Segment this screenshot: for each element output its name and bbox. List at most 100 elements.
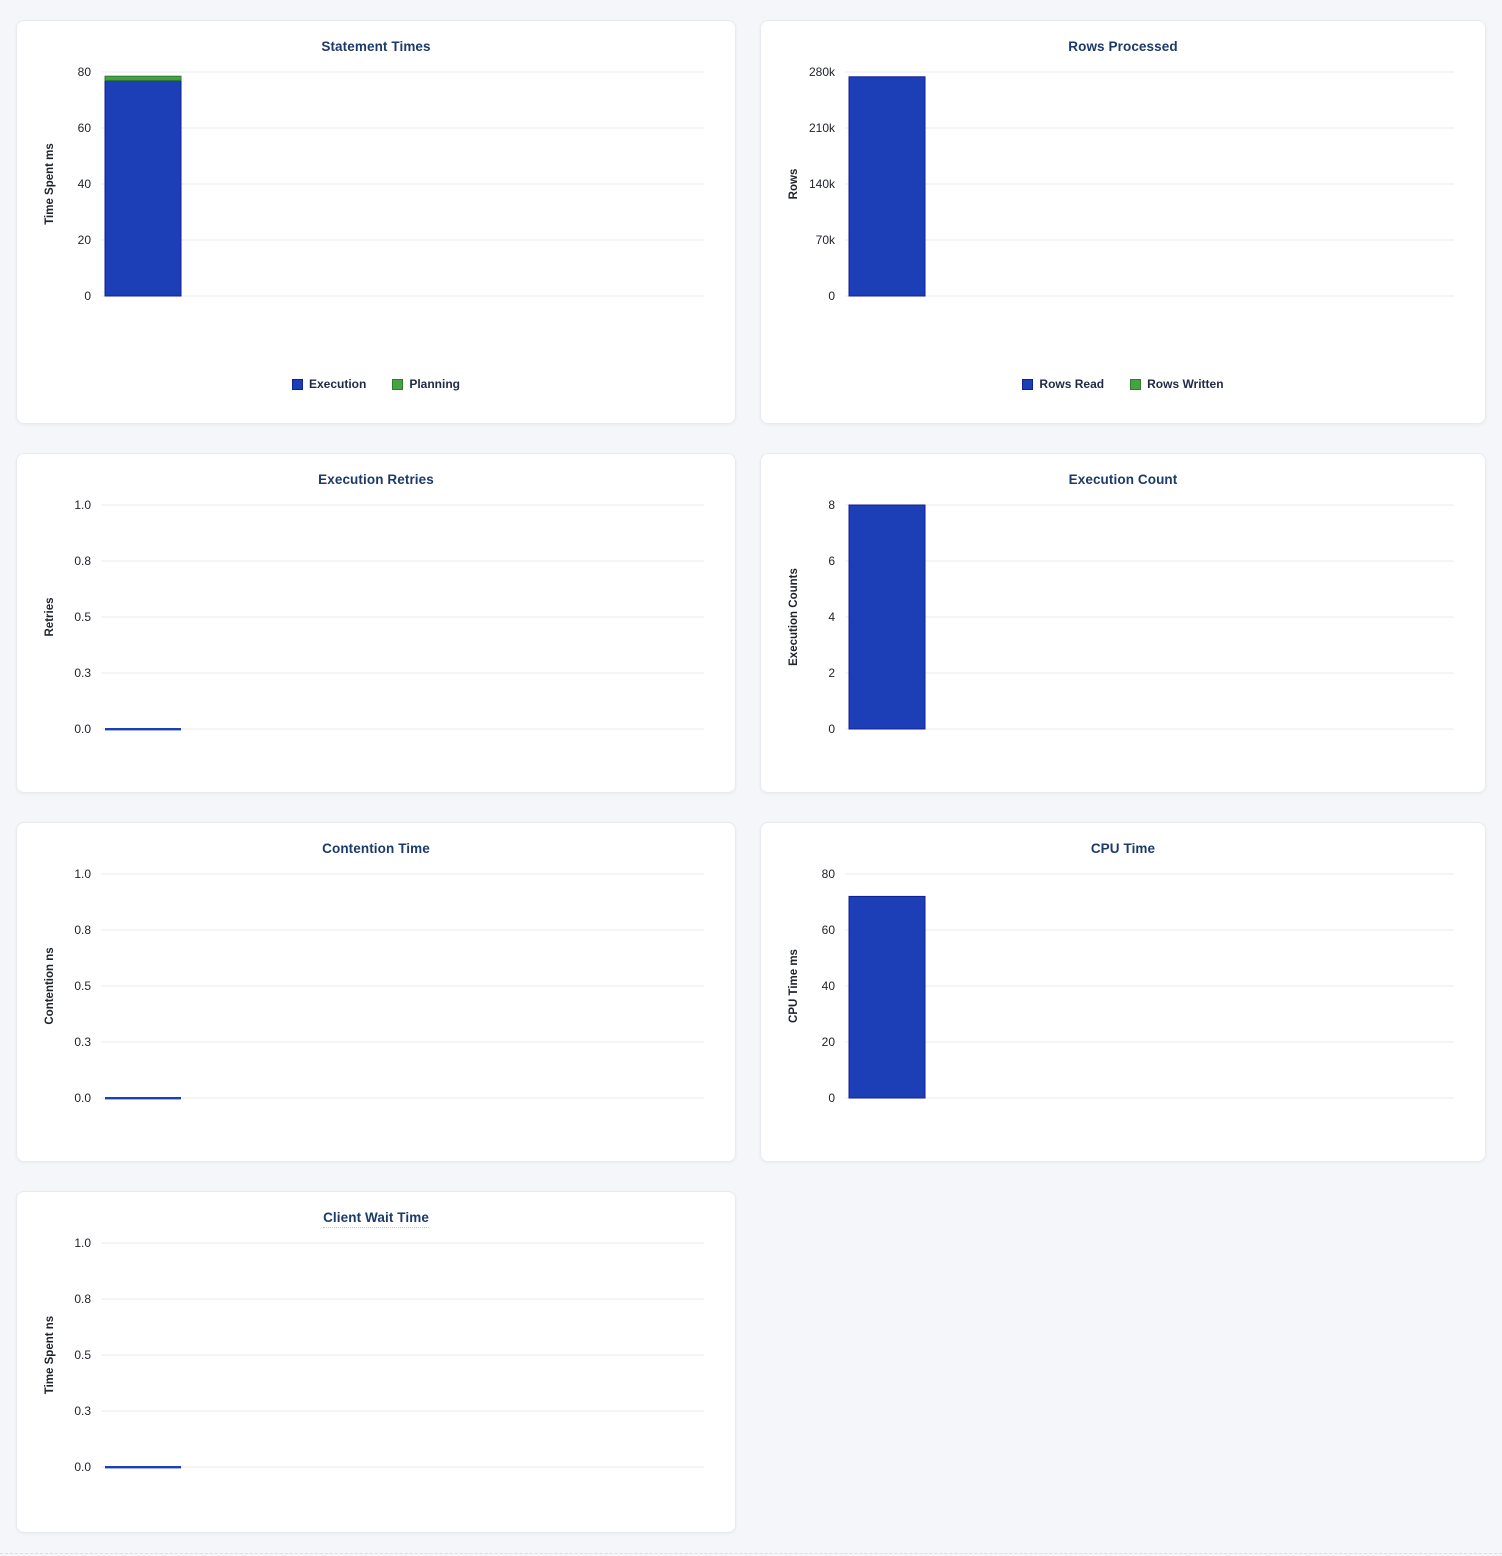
y-tick-label: 8 bbox=[828, 498, 835, 512]
y-tick-label: 1.0 bbox=[74, 867, 91, 881]
legend-item-planning[interactable]: Planning bbox=[392, 377, 460, 391]
y-tick-label: 6 bbox=[828, 554, 835, 568]
chart-title-text: Execution Retries bbox=[318, 472, 434, 487]
y-tick-label: 40 bbox=[822, 979, 836, 993]
chart-card-client-wait-time: Client Wait Time 0.0 0.3 0.5 0.8 1.0 Time Spe… bbox=[16, 1191, 736, 1533]
legend-item-rows-written[interactable]: Rows Written bbox=[1130, 377, 1224, 391]
statement-times-plot: 0 20 40 60 80 Time Spent ms bbox=[17, 21, 735, 423]
y-tick-label: 0 bbox=[84, 289, 91, 303]
y-tick-label: 80 bbox=[822, 867, 836, 881]
chart-title-text-tooltip[interactable]: Client Wait Time bbox=[323, 1210, 429, 1228]
chart-title: CPU Time bbox=[761, 840, 1485, 858]
legend-label: Execution bbox=[308, 377, 367, 391]
legend-label: Rows Read bbox=[1039, 377, 1105, 391]
y-tick-label: 0.3 bbox=[74, 666, 91, 680]
y-axis-label: Time Spent ns bbox=[44, 1316, 56, 1394]
y-tick-label: 0 bbox=[828, 289, 835, 303]
bar-planning bbox=[104, 75, 182, 81]
execution-retries-plot: 0.0 0.3 0.5 0.8 1.0 Retries bbox=[17, 454, 735, 792]
y-axis-label: Retries bbox=[44, 598, 56, 637]
client-wait-time-plot: 0.0 0.3 0.5 0.8 1.0 Time Spent ns bbox=[17, 1192, 735, 1532]
y-tick-label: 0.0 bbox=[74, 1460, 91, 1474]
cpu-time-plot: 0 20 40 60 80 CPU Time ms bbox=[761, 823, 1485, 1161]
y-tick-label: 0.8 bbox=[74, 923, 91, 937]
chart-title-text: CPU Time bbox=[1090, 841, 1156, 856]
y-tick-label: 0.3 bbox=[74, 1035, 91, 1049]
y-tick-label: 0.0 bbox=[74, 722, 91, 736]
y-tick-label: 1.0 bbox=[74, 1236, 91, 1250]
y-tick-label: 0.3 bbox=[74, 1404, 91, 1418]
y-tick-label: 280k bbox=[809, 65, 836, 79]
y-tick-label: 0.5 bbox=[74, 1348, 91, 1362]
y-tick-label: 210k bbox=[809, 121, 836, 135]
section-divider bbox=[0, 1553, 1502, 1554]
chart-title: Execution Retries bbox=[17, 471, 735, 489]
legend-label: Rows Written bbox=[1147, 377, 1224, 391]
chart-canvas: 0.0 0.3 0.5 0.8 1.0 Contention ns bbox=[44, 867, 704, 1105]
legend-item-execution[interactable]: Execution bbox=[291, 377, 367, 391]
chart-canvas: 0 70k 140k 210k 280k Rows bbox=[788, 65, 1454, 303]
y-axis-label: Rows bbox=[788, 169, 800, 200]
chart-title-text: Rows Processed bbox=[1068, 39, 1178, 54]
y-tick-label: 2 bbox=[828, 666, 835, 680]
y-axis-label: Execution Counts bbox=[788, 568, 800, 666]
rows-processed-plot: 0 70k 140k 210k 280k Rows bbox=[761, 21, 1485, 423]
chart-canvas: 0 20 40 60 80 CPU Time ms bbox=[788, 867, 1454, 1105]
chart-card-contention-time: Contention Time 0.0 0.3 0.5 0.8 1.0 Contentio… bbox=[16, 822, 736, 1162]
y-tick-label: 1.0 bbox=[74, 498, 91, 512]
bar-cpu-time bbox=[848, 895, 926, 1099]
y-axis-label: CPU Time ms bbox=[788, 949, 800, 1023]
chart-title: Client Wait Time bbox=[17, 1209, 735, 1228]
y-tick-label: 0.8 bbox=[74, 1292, 91, 1306]
zero-value-bar-client-wait bbox=[105, 1466, 181, 1469]
zero-value-bar-contention bbox=[105, 1097, 181, 1100]
y-tick-label: 60 bbox=[822, 923, 836, 937]
legend-label: Planning bbox=[409, 377, 461, 391]
chart-canvas: 0 2 4 6 8 Execution Counts bbox=[788, 498, 1454, 736]
legend-swatch bbox=[291, 378, 303, 390]
chart-title-text: Statement Times bbox=[321, 39, 431, 54]
legend-swatch bbox=[392, 378, 404, 390]
chart-legend: Execution Planning bbox=[17, 377, 735, 391]
chart-title-text: Execution Count bbox=[1068, 472, 1178, 487]
y-tick-label: 40 bbox=[78, 177, 92, 191]
chart-title: Contention Time bbox=[17, 840, 735, 858]
legend-item-rows-read[interactable]: Rows Read bbox=[1022, 377, 1104, 391]
chart-card-execution-retries: Execution Retries 0.0 0.3 0.5 0.8 1.0 Retries bbox=[16, 453, 736, 793]
chart-title: Execution Count bbox=[761, 471, 1485, 489]
y-tick-label: 60 bbox=[78, 121, 92, 135]
execution-count-plot: 0 2 4 6 8 Execution Counts bbox=[761, 454, 1485, 792]
y-tick-label: 0 bbox=[828, 722, 835, 736]
y-tick-label: 20 bbox=[822, 1035, 836, 1049]
y-tick-label: 70k bbox=[816, 233, 836, 247]
y-tick-label: 0.8 bbox=[74, 554, 91, 568]
y-axis-label: Contention ns bbox=[44, 947, 56, 1024]
chart-title-text: Contention Time bbox=[322, 841, 430, 856]
y-tick-label: 0.5 bbox=[74, 979, 91, 993]
y-tick-label: 4 bbox=[828, 610, 835, 624]
y-tick-label: 80 bbox=[78, 65, 92, 79]
chart-canvas: 0.0 0.3 0.5 0.8 1.0 Time Spent ns bbox=[44, 1236, 704, 1474]
y-tick-label: 0 bbox=[828, 1091, 835, 1105]
legend-swatch bbox=[1130, 378, 1142, 390]
contention-time-plot: 0.0 0.3 0.5 0.8 1.0 Contention ns bbox=[17, 823, 735, 1161]
zero-value-bar-retries bbox=[105, 728, 181, 731]
chart-canvas: 0.0 0.3 0.5 0.8 1.0 Retries bbox=[44, 498, 704, 736]
chart-title: Rows Processed bbox=[761, 38, 1485, 56]
bar-execution-count bbox=[848, 504, 926, 730]
y-axis-label: Time Spent ms bbox=[44, 143, 56, 225]
y-tick-label: 140k bbox=[809, 177, 836, 191]
chart-card-statement-times: Statement Times 0 20 40 60 80 Time Spent ms E… bbox=[16, 20, 736, 424]
chart-canvas: 0 20 40 60 80 Time Spent ms bbox=[44, 65, 704, 303]
chart-card-execution-count: Execution Count 0 2 4 6 8 Execution Counts bbox=[760, 453, 1486, 793]
bar-rows-read bbox=[848, 76, 926, 297]
y-tick-label: 20 bbox=[78, 233, 92, 247]
chart-card-cpu-time: CPU Time 0 20 40 60 80 CPU Time ms bbox=[760, 822, 1486, 1162]
chart-legend: Rows Read Rows Written bbox=[761, 377, 1485, 391]
y-tick-label: 0.0 bbox=[74, 1091, 91, 1105]
legend-swatch bbox=[1022, 378, 1034, 390]
bar-execution bbox=[104, 79, 182, 297]
chart-title: Statement Times bbox=[17, 38, 735, 56]
y-tick-label: 0.5 bbox=[74, 610, 91, 624]
